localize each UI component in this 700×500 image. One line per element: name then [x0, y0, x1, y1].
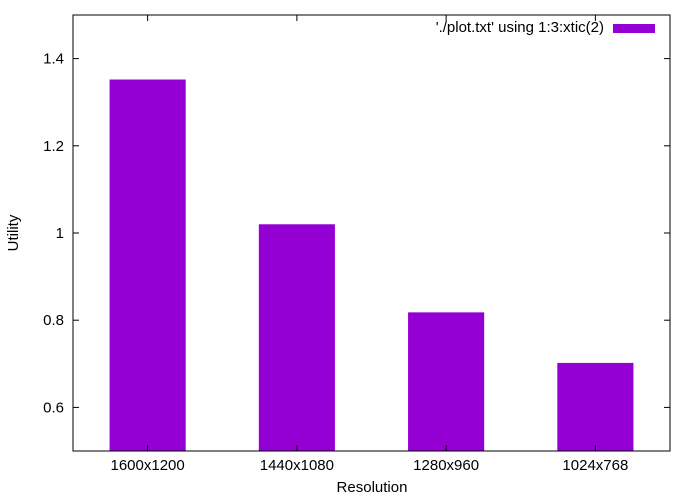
y-tick-label: 1: [56, 225, 64, 242]
y-tick-label: 0.8: [43, 312, 64, 329]
bar-1440x1080: [258, 224, 335, 451]
y-tick-label: 0.6: [43, 399, 64, 416]
ticks-layer: 1600x1200 1440x1080 1280x960 1024x768 0.6 0.8…: [43, 15, 670, 474]
bar-1600x1200: [109, 79, 186, 451]
y-tick-label: 1.4: [43, 51, 64, 68]
bars-layer: [109, 79, 634, 451]
x-tick-label: 1024x768: [562, 457, 628, 474]
plot-frame: [72, 14, 671, 452]
legend: './plot.txt' using 1:3:xtic(2): [436, 19, 655, 36]
x-tick-label: 1600x1200: [111, 457, 185, 474]
x-axis-label: Resolution: [337, 479, 408, 496]
y-axis-label: Utility: [5, 214, 22, 251]
legend-swatch: [613, 24, 655, 33]
y-tick-label: 1.2: [43, 138, 64, 155]
bar-1024x768: [557, 362, 634, 451]
legend-label: './plot.txt' using 1:3:xtic(2): [436, 19, 604, 36]
bar-1280x960: [408, 312, 485, 451]
x-tick-label: 1280x960: [413, 457, 479, 474]
x-tick-label: 1440x1080: [260, 457, 334, 474]
